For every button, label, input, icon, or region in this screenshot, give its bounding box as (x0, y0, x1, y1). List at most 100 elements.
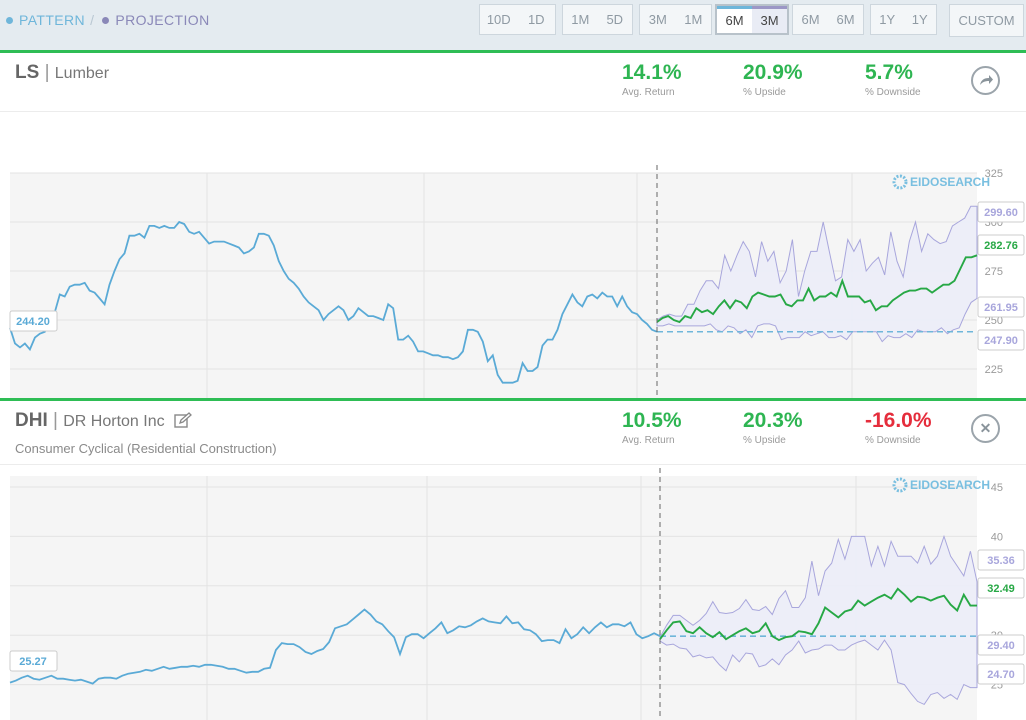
projection-period-1m-button[interactable]: 1M (684, 12, 703, 27)
sector-label: Consumer Cyclical (Residential Construct… (15, 441, 277, 456)
stat-label: Avg. Return (622, 87, 675, 98)
ticker-symbol[interactable]: DHI (15, 410, 48, 431)
label-box (977, 549, 1025, 571)
edit-icon[interactable] (174, 412, 192, 428)
label-text: 35.36 (987, 555, 1015, 567)
stat-downside: -16.0% % Downside (865, 409, 932, 446)
ticker-separator: | (53, 410, 58, 431)
logo-gear-icon (892, 174, 908, 190)
y-tick-label: 325 (985, 168, 1003, 180)
breadcrumb-projection[interactable]: PROJECTION (115, 12, 210, 28)
period-toolbar: PATTERN / PROJECTION 10D 1D 1M 5D 3M 1M 6M 3M 6M… (0, 0, 1026, 50)
history-line[interactable] (9, 220, 658, 384)
panel-header-divider (0, 111, 1026, 112)
history-line[interactable] (9, 608, 661, 685)
stat-label: % Downside (865, 435, 921, 446)
period-group: 1Y 1Y (870, 4, 937, 35)
panel-header-divider (0, 464, 1026, 465)
projection-band (659, 534, 978, 706)
projection-period-5d-button[interactable]: 5D (606, 12, 624, 27)
label-text: 282.76 (984, 240, 1018, 252)
price-label-text: 25.27 (19, 656, 47, 668)
chart-panel-ls: LS | Lumber 14.1% Avg. Return 20.9% % Up… (0, 50, 1026, 401)
projection-median-label: 282.76 (977, 234, 1025, 256)
y-tick-label: 225 (985, 364, 1003, 376)
projection-period-1y-button[interactable]: 1Y (911, 12, 928, 27)
pattern-period-6m-button[interactable]: 6M (801, 12, 820, 27)
y-tick-label: 45 (991, 482, 1003, 494)
label-box (977, 201, 1025, 223)
share-button[interactable] (971, 66, 1000, 95)
stat-value: 20.3% (743, 409, 803, 432)
ticker-name: DR Horton Inc (63, 413, 165, 430)
share-arrow-icon (979, 75, 993, 85)
label-box (977, 234, 1025, 256)
ticker-separator: | (44, 62, 50, 83)
label-box (977, 634, 1025, 656)
price-label-box (9, 310, 58, 332)
projection-lower-label: 261.95 (977, 296, 1025, 318)
stat-value: 14.1% (622, 61, 682, 84)
y-tick-label: 250 (985, 315, 1003, 327)
pattern-period-10d-button[interactable]: 10D (486, 12, 511, 27)
pattern-dot-icon (6, 16, 13, 24)
label-box (977, 663, 1025, 685)
current-price-label: 244.20 (9, 310, 58, 332)
label-box (977, 296, 1025, 318)
projection-median-label: 32.49 (977, 577, 1025, 599)
label-box (977, 329, 1025, 351)
projection-upper-label: 35.36 (977, 549, 1025, 571)
custom-range-button[interactable]: CUSTOM (949, 4, 1024, 37)
stat-value: -16.0% (865, 409, 932, 432)
stat-downside: 5.7% % Downside (865, 61, 921, 98)
y-tick-label: 40 (991, 531, 1003, 543)
projection-period-1d-button[interactable]: 1D (527, 12, 545, 27)
pattern-period-1y-button[interactable]: 1Y (879, 12, 896, 27)
pattern-period-6m-button[interactable]: 6M (717, 6, 752, 33)
price-label-text: 244.20 (16, 316, 50, 328)
pattern-period-3m-button[interactable]: 3M (648, 12, 667, 27)
projection-band (656, 205, 978, 343)
projection-base-label: 24.70 (977, 663, 1025, 685)
projection-period-6m-button[interactable]: 6M (836, 12, 855, 27)
period-group: 10D 1D (479, 4, 556, 35)
chart-panel-dhi: DHI | DR Horton Inc Consumer Cyclical (R… (0, 398, 1026, 720)
stat-label: % Upside (743, 87, 786, 98)
stat-label: % Downside (865, 87, 921, 98)
eidosearch-logo: EIDOSEARCH (892, 174, 990, 190)
period-group: 3M 1M (639, 4, 712, 35)
breadcrumb-separator: / (90, 12, 95, 28)
projection-median-line[interactable] (656, 254, 978, 324)
projection-period-3m-button[interactable]: 3M (752, 6, 787, 33)
projection-dot-icon (102, 16, 110, 24)
label-box (977, 577, 1025, 599)
period-group: 1M 5D (562, 4, 633, 35)
stat-value: 10.5% (622, 409, 682, 432)
price-chart-ls[interactable]: 325300275250225200Jul 1, 2015Sep 1, 2015… (0, 115, 1026, 401)
period-group: 6M 3M (715, 4, 789, 35)
current-price-label: 25.27 (9, 650, 58, 672)
period-group: 6M 6M (792, 4, 864, 35)
price-label-box (9, 650, 58, 672)
label-text: 24.70 (987, 669, 1015, 681)
projection-median-line[interactable] (659, 587, 977, 642)
projection-lower-label: 29.40 (977, 634, 1025, 656)
watermark-text: EIDOSEARCH (910, 478, 990, 492)
panel-ticker: LS | Lumber (15, 62, 109, 84)
stat-upside: 20.9% % Upside (743, 61, 803, 98)
ticker-symbol[interactable]: LS (15, 62, 40, 83)
label-text: 247.90 (984, 335, 1018, 347)
ticker-name: Lumber (54, 65, 110, 82)
label-text: 32.49 (987, 583, 1015, 595)
stat-value: 5.7% (865, 61, 913, 84)
price-chart-dhi[interactable]: 4540353025EIDOSEARCH25.2735.3632.4929.40… (0, 468, 1026, 720)
breadcrumb-pattern[interactable]: PATTERN (19, 12, 86, 28)
remove-button[interactable]: ✕ (971, 414, 1000, 443)
logo-gear-icon (892, 477, 908, 493)
y-tick-label: 275 (985, 266, 1003, 278)
projection-upper-label: 299.60 (977, 201, 1025, 223)
close-icon: ✕ (979, 420, 992, 436)
pattern-period-1m-button[interactable]: 1M (571, 12, 590, 27)
stat-avg-return: 14.1% Avg. Return (622, 61, 682, 98)
stat-label: Avg. Return (622, 435, 675, 446)
